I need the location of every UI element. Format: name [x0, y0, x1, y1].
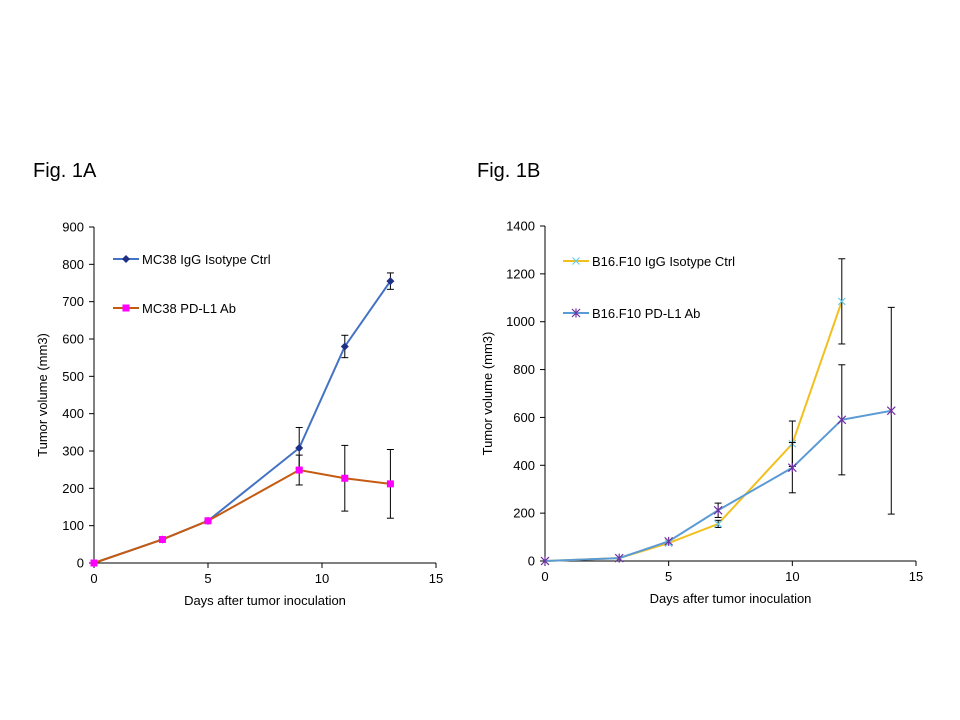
- chart-a-x-tick-label: 10: [315, 571, 329, 586]
- chart-b-series-2-point: [664, 536, 674, 546]
- chart-b-series-2-point: [614, 553, 624, 563]
- chart-a-y-tick-label: 600: [62, 332, 84, 347]
- chart-b-y-tick-label: 400: [513, 458, 535, 473]
- chart-b-y-axis-label: Tumor volume (mm3): [480, 332, 495, 456]
- chart-b-series-2-legend-marker: [571, 308, 581, 318]
- chart-a-y-axis-label: Tumor volume (mm3): [35, 333, 50, 457]
- chart-b-series-2-point: [787, 463, 797, 473]
- chart-a-x-tick-label: 0: [90, 571, 97, 586]
- chart-a-series-2-point: [341, 474, 349, 482]
- chart-b-series-2-point: [713, 505, 723, 515]
- chart-a-y-tick-label: 700: [62, 294, 84, 309]
- chart-b-y-tick-label: 1200: [506, 266, 535, 281]
- chart-a-x-tick-label: 15: [429, 571, 443, 586]
- chart-b-series-2-legend-label: B16.F10 PD-L1 Ab: [592, 306, 700, 321]
- chart-a-series-2-line: [93, 468, 391, 564]
- chart-a-series-2-point: [90, 559, 98, 567]
- chart-a-series-2-point: [295, 466, 303, 474]
- chart-b-x-tick-label: 15: [909, 569, 923, 584]
- chart-b-series-1-point: [714, 519, 723, 528]
- chart-b-x-tick-label: 0: [541, 569, 548, 584]
- chart-a-series-2-point: [386, 480, 394, 488]
- chart-a-y-tick-label: 0: [77, 556, 84, 571]
- chart-b-series-2-point: [886, 406, 896, 416]
- chart-b-y-tick-label: 1000: [506, 314, 535, 329]
- chart-a-y-tick-label: 200: [62, 481, 84, 496]
- chart-a-y-tick-label: 800: [62, 257, 84, 272]
- chart-b-series-1-legend-label: B16.F10 IgG Isotype Ctrl: [592, 254, 735, 269]
- chart-a-y-tick-label: 500: [62, 369, 84, 384]
- chart-a-series-1-legend-marker: [122, 255, 130, 263]
- chart-a-series-1-line: [93, 280, 392, 564]
- chart-a-series-2-point: [158, 535, 166, 543]
- chart-a-series-2-legend-label: MC38 PD-L1 Ab: [142, 301, 236, 316]
- chart-a-y-tick-label: 300: [62, 444, 84, 459]
- fig-1b-title: Fig. 1B: [477, 160, 541, 182]
- chart-a-series-1-point: [340, 342, 349, 351]
- chart-b-x-tick-label: 10: [785, 569, 799, 584]
- chart-b-y-tick-label: 1400: [506, 219, 535, 234]
- chart-b-series-1-line: [544, 301, 843, 562]
- chart-a-series-2-point: [204, 517, 212, 525]
- chart-b-x-tick-label: 5: [665, 569, 672, 584]
- fig-1a-title: Fig. 1A: [33, 160, 97, 182]
- chart-b-x-axis-label: Days after tumor inoculation: [650, 591, 812, 606]
- chart-b-series-1-legend-marker: [572, 257, 580, 265]
- chart-a-series-1-point: [386, 277, 395, 286]
- chart-a-series-2-legend-marker: [122, 304, 130, 312]
- chart-b-series-2-point: [540, 556, 550, 566]
- chart-a-y-tick-label: 400: [62, 406, 84, 421]
- chart-a-y-tick-label: 900: [62, 220, 84, 235]
- chart-b-series-2-point: [837, 415, 847, 425]
- chart-b-series-2-line: [544, 409, 892, 562]
- chart-a-series-1-point: [295, 444, 304, 453]
- chart-b-series-1-point: [837, 297, 846, 306]
- chart-b-y-tick-label: 600: [513, 410, 535, 425]
- chart-a-x-tick-label: 5: [204, 571, 211, 586]
- chart-b-y-tick-label: 200: [513, 506, 535, 521]
- chart-a-series-1-legend-label: MC38 IgG Isotype Ctrl: [142, 252, 271, 267]
- chart-b-y-tick-label: 0: [528, 554, 535, 569]
- chart-a-x-axis-label: Days after tumor inoculation: [184, 593, 346, 608]
- chart-a-y-tick-label: 100: [62, 518, 84, 533]
- chart-b-y-tick-label: 800: [513, 362, 535, 377]
